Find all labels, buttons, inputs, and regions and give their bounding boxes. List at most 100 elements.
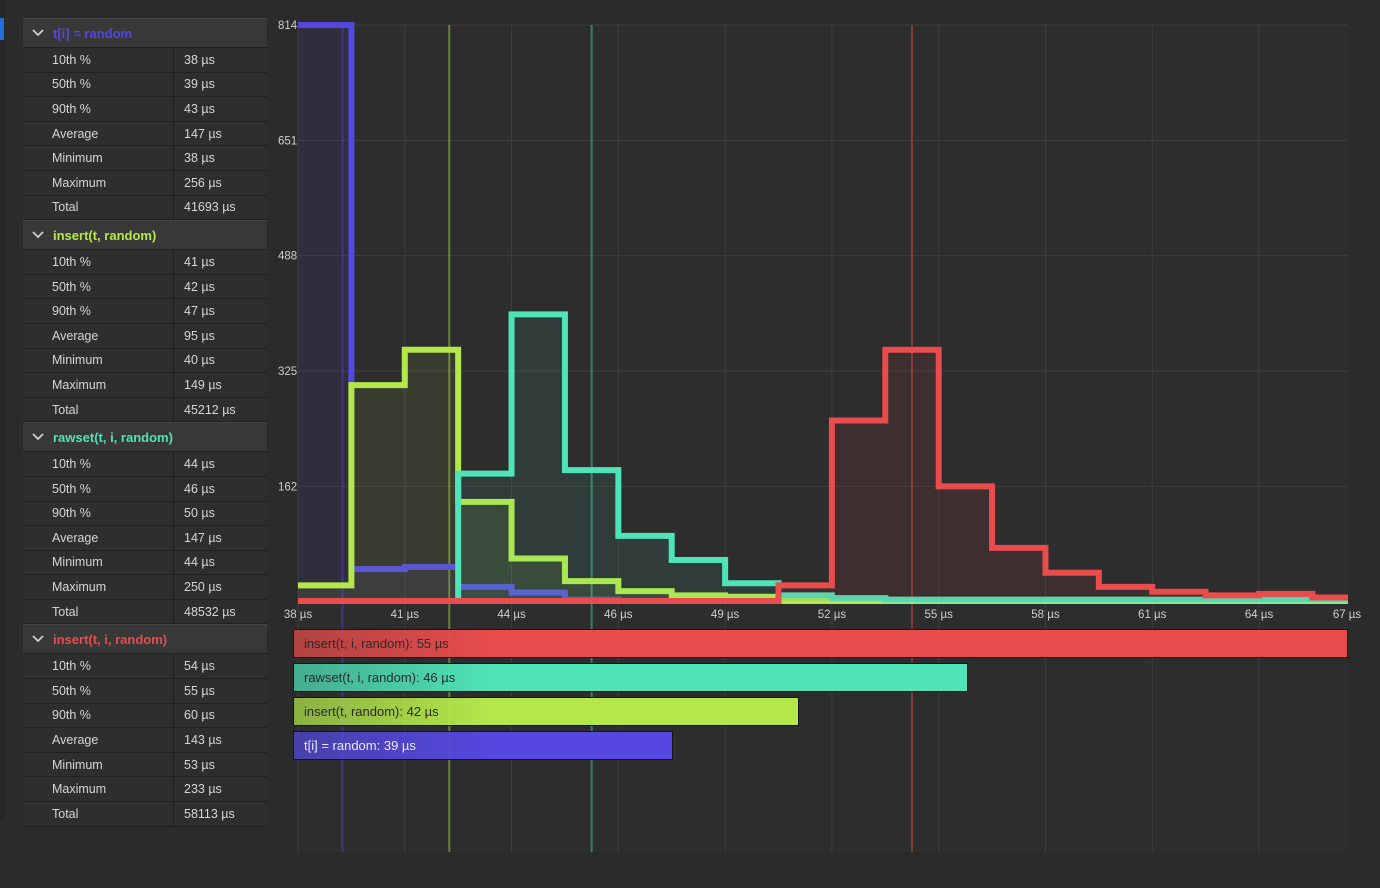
stat-row: Maximum 233 µs [23,777,267,803]
stat-row: 10th % 54 µs [23,654,267,680]
stat-value: 149 µs [184,377,222,392]
stat-value: 54 µs [184,659,215,674]
stat-value: 50 µs [184,506,215,521]
stat-row: Minimum 38 µs [23,146,267,171]
stat-value: 46 µs [184,481,215,496]
stat-row: Average 95 µs [23,323,267,349]
stat-value: 55 µs [184,683,215,698]
stat-value: 44 µs [184,555,215,570]
stat-label: Average [23,121,174,146]
stat-label: 10th % [23,250,174,274]
stat-row: Total 58113 µs [23,802,267,827]
stat-row: Maximum 256 µs [23,170,267,196]
group-header-3[interactable]: insert(t, i, random) [23,624,267,655]
stat-value: 42 µs [184,279,215,294]
stat-value: 43 µs [184,101,215,116]
x-tick-label: 38 µs [284,609,313,621]
median-bar: insert(t, random): 42 µs [293,697,800,726]
stat-row: Maximum 149 µs [23,373,267,398]
stat-row: Minimum 40 µs [23,348,267,374]
stat-label: Total [23,802,174,826]
y-tick-label: 814 [278,20,298,32]
stat-label: 10th % [23,48,174,72]
x-tick-label: 46 µs [604,609,633,621]
chevron-down-icon[interactable] [23,433,53,441]
x-tick-label: 41 µs [391,609,420,621]
y-tick-label: 488 [278,251,297,263]
x-tick-label: 64 µs [1245,609,1274,621]
series-line [298,311,1348,604]
chevron-down-icon[interactable] [23,29,53,37]
stat-row: 90th % 47 µs [23,299,267,324]
stat-label: Average [23,323,174,348]
stat-label: Minimum [23,550,174,575]
group-header-1[interactable]: insert(t, random) [23,220,267,251]
stat-row: Average 147 µs [23,526,267,551]
x-tick-label: 49 µs [711,609,740,621]
series-area [298,349,1348,601]
stat-label: 50th % [23,274,174,299]
median-bar-label: rawset(t, i, random): 46 µs [304,670,456,685]
left-edge-strip [0,0,5,820]
stat-value: 39 µs [184,77,215,92]
stat-label: Minimum [23,752,174,777]
stat-value: 44 µs [184,457,215,472]
y-tick-label: 651 [278,135,297,147]
chevron-down-icon[interactable] [23,635,53,643]
median-bar-label: t[i] = random: 39 µs [304,738,416,753]
stat-label: Maximum [23,575,174,599]
stat-row: 10th % 41 µs [23,250,267,275]
stat-label: Total [23,195,174,220]
stat-row: Total 48532 µs [23,599,267,625]
stat-label: 50th % [23,72,174,97]
stat-value: 256 µs [184,175,222,190]
stat-label: 90th % [23,501,174,526]
stat-label: Maximum [23,373,174,397]
x-tick-label: 44 µs [497,609,526,621]
x-tick-label: 61 µs [1138,609,1167,621]
group-title: t[i] = random [53,25,133,41]
stat-row: 50th % 46 µs [23,476,267,502]
stat-value: 38 µs [184,52,215,67]
group-title: insert(t, i, random) [53,631,168,647]
stat-value: 233 µs [184,782,222,797]
group-title: insert(t, random) [53,227,157,243]
series-line [298,346,1348,604]
stat-row: 50th % 42 µs [23,274,267,300]
stat-label: 50th % [23,476,174,501]
group-header-0[interactable]: t[i] = random [23,18,267,48]
stats-panel: t[i] = random 10th % 38 µs 50th % 39 µs 90th … [23,18,267,827]
stat-value: 40 µs [184,353,215,368]
stat-row: Average 147 µs [23,121,267,147]
stat-value: 53 µs [184,757,215,772]
stat-label: Maximum [23,777,174,802]
stat-row: 90th % 60 µs [23,703,267,729]
stat-row: 10th % 44 µs [23,452,267,477]
median-bar: rawset(t, i, random): 46 µs [293,663,969,692]
stat-value: 143 µs [184,733,222,748]
stat-label: Minimum [23,348,174,373]
stat-row: Average 143 µs [23,728,267,753]
stat-label: Total [23,397,174,422]
stat-row: Minimum 44 µs [23,550,267,576]
stat-value: 38 µs [184,151,215,166]
stat-value: 95 µs [184,328,215,343]
group-header-2[interactable]: rawset(t, i, random) [23,422,267,453]
stat-value: 147 µs [184,126,222,141]
stat-value: 58113 µs [184,806,235,821]
stat-value: 147 µs [184,530,222,545]
stat-value: 48532 µs [184,604,236,619]
median-bar-label: insert(t, i, random): 55 µs [304,636,449,651]
stat-row: 90th % 43 µs [23,97,267,122]
x-tick-label: 67 µs [1333,609,1362,621]
stat-row: Total 45212 µs [23,397,267,423]
stat-row: 50th % 55 µs [23,679,267,704]
stat-row: 90th % 50 µs [23,501,267,527]
median-bar-label: insert(t, random): 42 µs [304,704,439,719]
stat-value: 60 µs [184,708,215,723]
stat-value: 250 µs [184,580,222,595]
stat-row: 50th % 39 µs [23,72,267,98]
chevron-down-icon[interactable] [23,231,53,239]
selection-accent [0,18,4,40]
